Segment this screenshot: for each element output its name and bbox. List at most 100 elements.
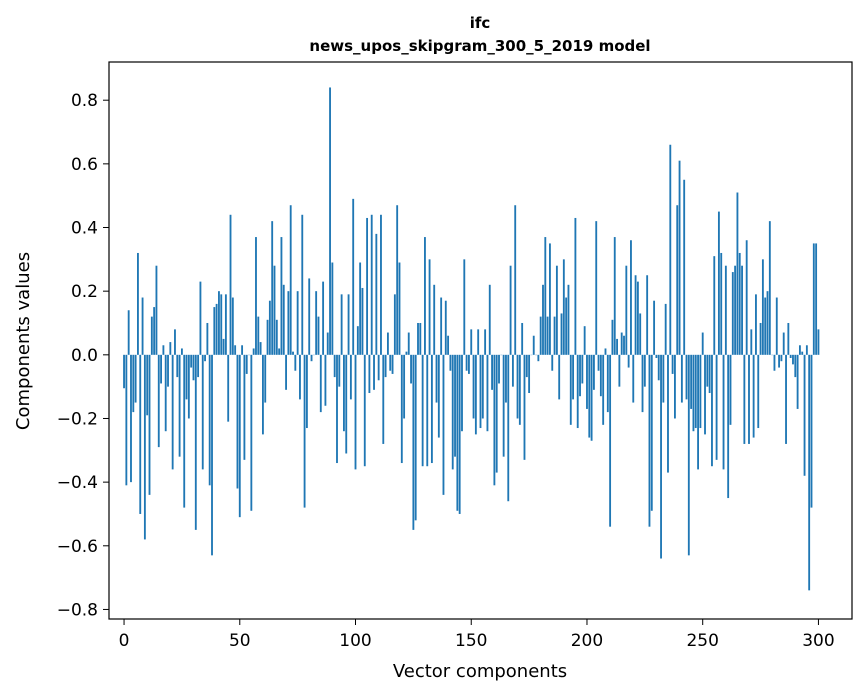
bar-169: [514, 205, 517, 355]
bar-47: [231, 297, 234, 355]
bar-101: [356, 326, 359, 355]
bar-73: [292, 351, 294, 355]
bar-113: [384, 354, 387, 378]
bar-137: [440, 297, 443, 355]
bar-183: [546, 316, 549, 355]
bar-105: [366, 217, 369, 355]
bar-124: [410, 354, 412, 384]
bar-211: [611, 319, 614, 355]
bar-132: [428, 259, 431, 355]
bar-67: [278, 348, 281, 355]
bar-140: [447, 335, 450, 355]
bar-276: [761, 259, 764, 355]
bar-90: [331, 262, 334, 355]
bar-15: [157, 354, 160, 448]
bar-191: [565, 297, 568, 355]
bar-300: [817, 329, 820, 355]
bar-45: [227, 354, 230, 422]
bar-60: [262, 354, 264, 435]
bar-257: [717, 211, 720, 355]
bar-150: [470, 329, 473, 355]
bar-166: [507, 354, 510, 502]
bar-242: [683, 179, 686, 355]
bar-240: [678, 160, 681, 355]
bar-106: [368, 354, 371, 394]
bar-126: [414, 354, 417, 521]
x-tick-label-250: 250: [686, 631, 718, 651]
bar-284: [780, 354, 783, 362]
bar-36: [206, 322, 209, 355]
bar-154: [479, 354, 482, 429]
bar-116: [391, 354, 394, 374]
bar-26: [183, 354, 186, 508]
bar-164: [502, 354, 505, 457]
bar-278: [766, 291, 769, 355]
bar-170: [516, 354, 519, 419]
bar-197: [579, 354, 581, 397]
bar-133: [430, 354, 433, 464]
bar-297: [810, 354, 813, 508]
bar-53: [245, 354, 248, 374]
bar-147: [463, 259, 466, 355]
bar-189: [560, 313, 563, 355]
bar-70: [285, 354, 287, 390]
bar-94: [340, 294, 343, 355]
bar-130: [424, 237, 426, 355]
y-tick-label-7: 0.6: [71, 155, 98, 175]
bar-184: [549, 243, 551, 355]
bar-141: [449, 354, 452, 371]
bar-39: [213, 307, 216, 355]
bar-208: [604, 348, 607, 355]
bar-215: [620, 332, 623, 355]
bar-186: [553, 316, 556, 355]
bar-4: [132, 354, 135, 413]
bar-296: [808, 354, 811, 591]
bar-111: [380, 214, 382, 355]
bar-251: [704, 354, 706, 435]
bar-57: [255, 237, 257, 355]
bar-108: [373, 354, 375, 390]
bar-153: [477, 329, 480, 355]
bar-25: [180, 348, 183, 355]
bar-85: [319, 354, 322, 413]
bar-31: [194, 354, 197, 530]
bar-234: [664, 303, 667, 355]
bar-8: [141, 297, 144, 355]
bar-series: [123, 87, 820, 591]
bar-214: [618, 354, 621, 387]
bar-161: [495, 354, 498, 473]
bar-61: [264, 354, 267, 403]
bar-96: [345, 354, 348, 454]
y-tick-label-0: −0.8: [57, 600, 98, 620]
bar-261: [727, 354, 730, 499]
bar-275: [759, 322, 762, 355]
y-axis-label: Components values: [13, 252, 34, 430]
bar-123: [407, 332, 410, 355]
bar-231: [657, 354, 660, 381]
bar-244: [687, 354, 690, 556]
bar-247: [694, 354, 697, 429]
y-tick-label-2: −0.4: [57, 473, 98, 493]
bar-299: [815, 243, 818, 355]
bar-9: [143, 354, 146, 540]
bar-229: [653, 300, 656, 355]
bar-241: [680, 354, 683, 403]
bar-32: [197, 354, 200, 378]
bar-3: [130, 354, 132, 483]
bar-115: [389, 354, 392, 371]
bar-171: [518, 354, 521, 425]
y-axis: −0.8 −0.6 −0.4 −0.2 0.0 0.2 0.4 0.6 0.8: [57, 91, 109, 620]
bar-260: [724, 265, 727, 355]
bar-117: [393, 294, 396, 355]
bar-204: [595, 221, 598, 355]
bar-139: [444, 300, 447, 355]
bar-11: [148, 354, 151, 495]
bar-10: [146, 354, 149, 416]
bar-23: [176, 354, 179, 378]
bar-160: [493, 354, 496, 486]
chart-subtitle: news_upos_skipgram_300_5_2019 model: [309, 37, 650, 55]
bar-271: [750, 329, 753, 355]
bar-235: [667, 354, 669, 473]
bar-162: [498, 354, 500, 384]
